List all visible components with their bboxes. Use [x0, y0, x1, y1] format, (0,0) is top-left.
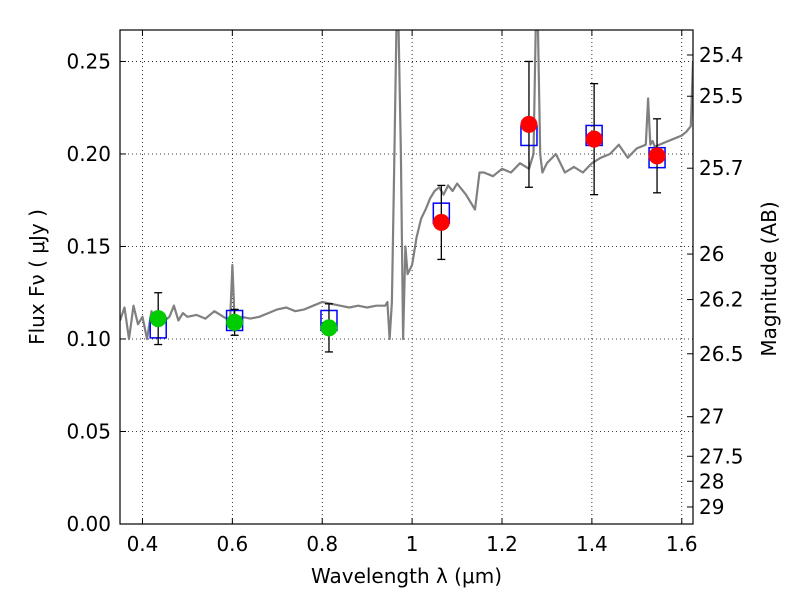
x-tick-label: 0.4	[127, 532, 159, 556]
right-tick-label: 26.5	[699, 342, 744, 366]
plot-area	[120, 30, 693, 353]
right-tick-label: 25.4	[699, 43, 744, 67]
data-point	[226, 313, 244, 331]
x-tick-label: 0.6	[216, 532, 248, 556]
y-tick-label: 0.20	[66, 142, 111, 166]
grid	[120, 30, 693, 525]
axes-frame	[119, 29, 694, 525]
x-tick-label: 0.8	[306, 532, 338, 556]
y-tick-label: 0.10	[66, 327, 111, 351]
spectrum-line	[120, 30, 693, 341]
y-tick-label: 0.15	[66, 234, 111, 258]
ticks: 0.4 0.6 0.8 1 1.2 1.4 1.6 0.00 0.05 0.10 0.15 0.20 0…	[66, 30, 744, 556]
x-tick-label: 1.6	[666, 532, 698, 556]
axis-labels: Wavelength λ (μm) Flux Fν ( μJy ) Magnitud…	[25, 201, 781, 588]
right-axis-label: Magnitude (AB)	[757, 201, 781, 356]
right-tick-label: 26	[699, 242, 724, 266]
right-tick-label: 27	[699, 405, 724, 429]
y-tick-label: 0.05	[66, 419, 111, 443]
x-tick-label: 1.2	[486, 532, 518, 556]
right-tick-label: 25.5	[699, 84, 744, 108]
y-tick-label: 0.25	[66, 49, 111, 73]
x-axis-label: Wavelength λ (μm)	[311, 564, 502, 588]
data-point	[320, 319, 338, 337]
data-point	[432, 213, 450, 231]
y-axis-label: Flux Fν ( μJy )	[25, 209, 49, 345]
right-tick-label: 25.7	[699, 156, 744, 180]
data-point	[648, 147, 666, 165]
right-tick-label: 29	[699, 495, 724, 519]
x-tick-label: 1	[406, 532, 419, 556]
right-tick-label: 28	[699, 469, 724, 493]
y-tick-label: 0.00	[66, 512, 111, 536]
data-point	[585, 130, 603, 148]
data-point	[149, 310, 167, 328]
data-point	[520, 115, 538, 133]
right-tick-label: 27.5	[699, 444, 744, 468]
x-tick-label: 1.4	[576, 532, 608, 556]
right-tick-label: 26.2	[699, 288, 744, 312]
